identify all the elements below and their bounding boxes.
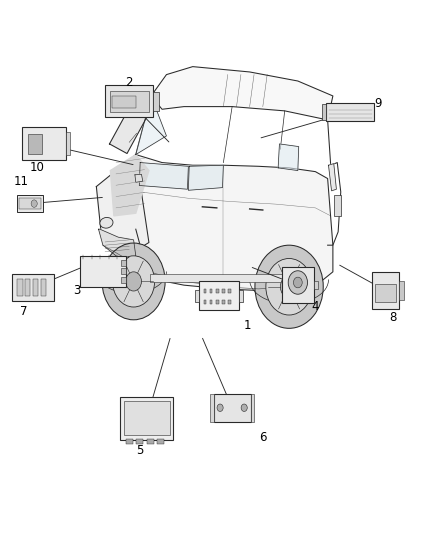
FancyBboxPatch shape xyxy=(120,268,126,274)
Circle shape xyxy=(241,404,247,411)
Polygon shape xyxy=(136,96,166,155)
Polygon shape xyxy=(99,229,136,261)
Polygon shape xyxy=(188,165,223,190)
FancyBboxPatch shape xyxy=(216,289,219,293)
FancyBboxPatch shape xyxy=(228,300,231,304)
FancyBboxPatch shape xyxy=(22,127,66,160)
FancyBboxPatch shape xyxy=(199,281,239,310)
FancyBboxPatch shape xyxy=(147,439,154,444)
FancyBboxPatch shape xyxy=(33,279,38,296)
Polygon shape xyxy=(151,67,333,120)
FancyBboxPatch shape xyxy=(80,256,126,287)
Polygon shape xyxy=(278,144,299,171)
FancyBboxPatch shape xyxy=(105,85,153,117)
Text: 4: 4 xyxy=(311,300,319,313)
Polygon shape xyxy=(110,96,151,154)
Polygon shape xyxy=(135,174,143,182)
Circle shape xyxy=(113,256,155,307)
FancyBboxPatch shape xyxy=(222,300,225,304)
FancyBboxPatch shape xyxy=(153,92,159,111)
Circle shape xyxy=(255,245,323,328)
FancyBboxPatch shape xyxy=(17,195,43,212)
FancyBboxPatch shape xyxy=(210,394,214,422)
FancyBboxPatch shape xyxy=(124,401,170,435)
Polygon shape xyxy=(139,163,188,189)
Text: 7: 7 xyxy=(20,305,28,318)
FancyBboxPatch shape xyxy=(17,279,22,296)
FancyBboxPatch shape xyxy=(214,394,251,422)
FancyBboxPatch shape xyxy=(110,91,149,112)
Text: 3: 3 xyxy=(73,284,80,297)
FancyBboxPatch shape xyxy=(28,134,42,154)
FancyBboxPatch shape xyxy=(204,289,206,293)
Polygon shape xyxy=(110,155,149,216)
FancyBboxPatch shape xyxy=(326,102,374,121)
Circle shape xyxy=(293,277,302,288)
FancyBboxPatch shape xyxy=(334,195,341,216)
FancyBboxPatch shape xyxy=(136,439,143,444)
FancyBboxPatch shape xyxy=(204,300,206,304)
Circle shape xyxy=(280,276,298,297)
Text: 11: 11 xyxy=(14,175,28,188)
Text: 1: 1 xyxy=(244,319,251,332)
FancyBboxPatch shape xyxy=(399,281,404,300)
FancyBboxPatch shape xyxy=(12,274,53,301)
FancyBboxPatch shape xyxy=(375,284,396,302)
Text: 9: 9 xyxy=(374,98,381,110)
FancyBboxPatch shape xyxy=(66,132,70,156)
Text: 6: 6 xyxy=(259,431,267,443)
FancyBboxPatch shape xyxy=(157,439,164,444)
FancyBboxPatch shape xyxy=(239,290,243,302)
FancyBboxPatch shape xyxy=(112,96,136,108)
FancyBboxPatch shape xyxy=(322,104,326,119)
Text: 2: 2 xyxy=(125,76,133,89)
FancyBboxPatch shape xyxy=(150,274,290,282)
FancyBboxPatch shape xyxy=(120,260,126,266)
FancyBboxPatch shape xyxy=(25,279,30,296)
Circle shape xyxy=(266,259,312,315)
FancyBboxPatch shape xyxy=(126,439,133,444)
Ellipse shape xyxy=(100,217,113,228)
FancyBboxPatch shape xyxy=(216,300,219,304)
Text: 5: 5 xyxy=(137,444,144,457)
Polygon shape xyxy=(136,155,333,290)
Circle shape xyxy=(31,200,37,207)
Circle shape xyxy=(102,243,165,320)
Polygon shape xyxy=(328,164,336,191)
Circle shape xyxy=(288,271,307,294)
FancyBboxPatch shape xyxy=(314,281,318,289)
FancyBboxPatch shape xyxy=(120,397,173,440)
FancyBboxPatch shape xyxy=(222,289,225,293)
Polygon shape xyxy=(96,155,149,256)
FancyBboxPatch shape xyxy=(372,272,399,309)
FancyBboxPatch shape xyxy=(228,289,231,293)
Circle shape xyxy=(217,404,223,411)
FancyBboxPatch shape xyxy=(19,198,41,209)
Text: 8: 8 xyxy=(390,311,397,324)
FancyBboxPatch shape xyxy=(195,290,199,302)
FancyBboxPatch shape xyxy=(251,394,254,422)
Circle shape xyxy=(126,272,141,291)
FancyBboxPatch shape xyxy=(120,277,126,283)
FancyBboxPatch shape xyxy=(210,289,212,293)
FancyBboxPatch shape xyxy=(210,300,212,304)
FancyBboxPatch shape xyxy=(282,267,314,303)
Text: 10: 10 xyxy=(30,161,45,174)
FancyBboxPatch shape xyxy=(41,279,46,296)
